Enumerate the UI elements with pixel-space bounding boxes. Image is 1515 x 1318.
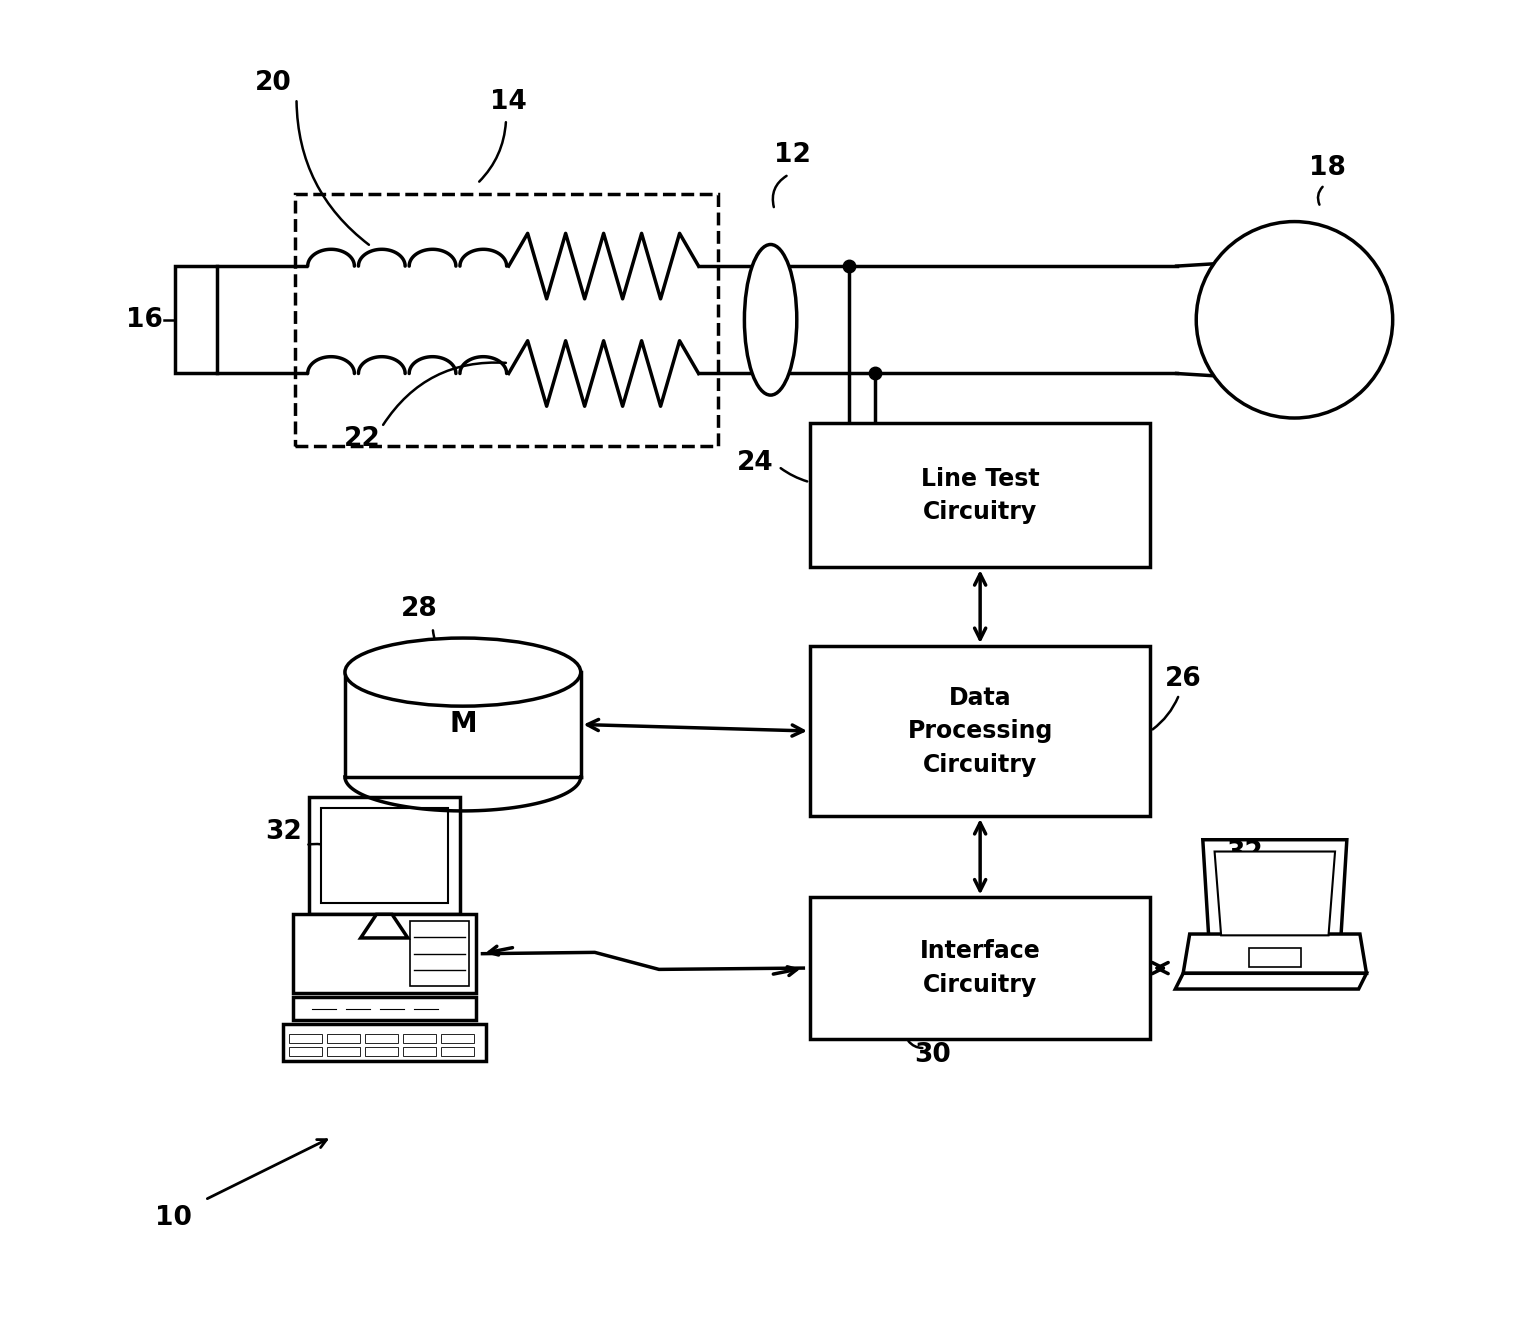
- Circle shape: [1197, 221, 1392, 418]
- FancyBboxPatch shape: [811, 898, 1150, 1039]
- Text: Line Test
Circuitry: Line Test Circuitry: [921, 467, 1039, 525]
- Text: 14: 14: [491, 90, 527, 116]
- FancyBboxPatch shape: [441, 1033, 474, 1043]
- FancyBboxPatch shape: [292, 996, 476, 1020]
- Text: 12: 12: [774, 142, 812, 167]
- FancyBboxPatch shape: [309, 796, 459, 915]
- Text: 32: 32: [1226, 840, 1264, 866]
- Ellipse shape: [345, 638, 580, 706]
- FancyBboxPatch shape: [411, 921, 470, 986]
- Text: Load: Load: [1262, 308, 1327, 332]
- FancyBboxPatch shape: [292, 915, 476, 992]
- FancyBboxPatch shape: [327, 1046, 361, 1056]
- FancyBboxPatch shape: [289, 1046, 323, 1056]
- Text: Interface
Circuitry: Interface Circuitry: [920, 940, 1041, 996]
- Text: 18: 18: [1309, 156, 1345, 181]
- FancyBboxPatch shape: [403, 1046, 436, 1056]
- Text: 30: 30: [915, 1041, 951, 1068]
- FancyBboxPatch shape: [441, 1046, 474, 1056]
- Text: 22: 22: [344, 426, 380, 452]
- FancyBboxPatch shape: [283, 1024, 486, 1061]
- Ellipse shape: [744, 245, 797, 395]
- FancyBboxPatch shape: [1248, 949, 1301, 967]
- Polygon shape: [1215, 851, 1335, 936]
- Text: 20: 20: [255, 70, 291, 96]
- Polygon shape: [1183, 934, 1367, 973]
- Text: 10: 10: [155, 1205, 192, 1231]
- FancyBboxPatch shape: [174, 266, 217, 373]
- Text: Data
Processing
Circuitry: Data Processing Circuitry: [907, 685, 1053, 776]
- FancyBboxPatch shape: [289, 1033, 323, 1043]
- FancyBboxPatch shape: [811, 423, 1150, 567]
- Polygon shape: [361, 915, 408, 938]
- FancyBboxPatch shape: [365, 1046, 398, 1056]
- FancyBboxPatch shape: [321, 808, 448, 903]
- Text: 16: 16: [126, 307, 164, 333]
- FancyBboxPatch shape: [811, 646, 1150, 816]
- Text: M: M: [448, 710, 477, 738]
- FancyBboxPatch shape: [365, 1033, 398, 1043]
- Text: 32: 32: [265, 818, 301, 845]
- Polygon shape: [1176, 973, 1367, 988]
- FancyBboxPatch shape: [327, 1033, 361, 1043]
- FancyBboxPatch shape: [403, 1033, 436, 1043]
- Text: 28: 28: [401, 596, 438, 622]
- Polygon shape: [1203, 840, 1347, 948]
- Text: 24: 24: [736, 449, 773, 476]
- Text: 26: 26: [1165, 666, 1201, 692]
